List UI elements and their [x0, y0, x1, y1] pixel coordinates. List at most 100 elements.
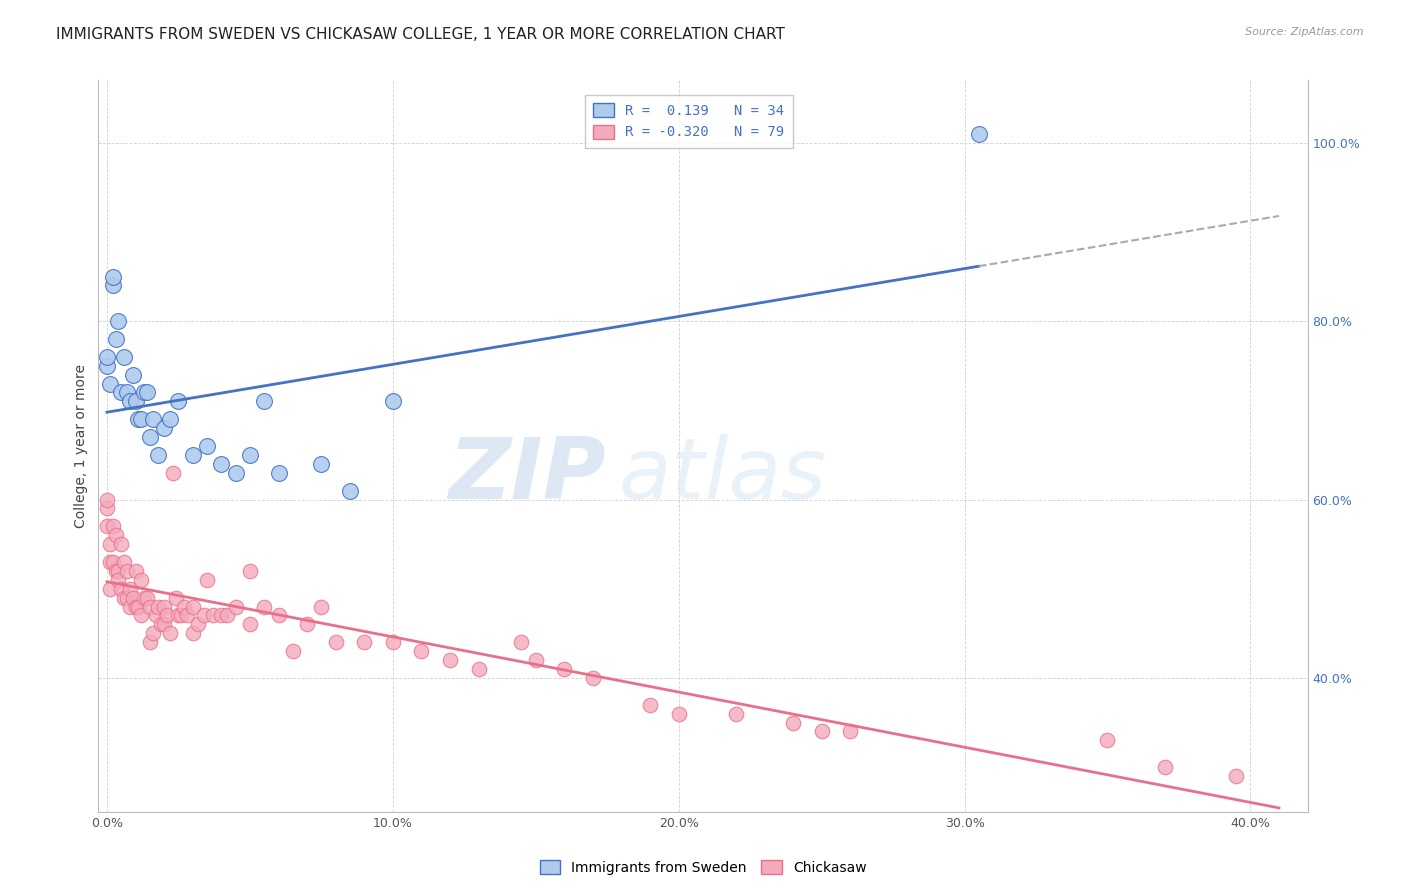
Point — [110, 385, 132, 400]
Point — [170, 608, 193, 623]
Point — [127, 412, 149, 426]
Point — [104, 564, 127, 578]
Point — [839, 724, 862, 739]
Point — [134, 385, 156, 400]
Point — [181, 626, 204, 640]
Point — [159, 626, 181, 640]
Text: IMMIGRANTS FROM SWEDEN VS CHICKASAW COLLEGE, 1 YEAR OR MORE CORRELATION CHART: IMMIGRANTS FROM SWEDEN VS CHICKASAW COLL… — [56, 27, 785, 42]
Point — [107, 314, 129, 328]
Point — [98, 376, 121, 391]
Point — [1097, 733, 1119, 747]
Point — [107, 573, 129, 587]
Point — [524, 653, 547, 667]
Point — [112, 555, 135, 569]
Point — [118, 394, 141, 409]
Point — [129, 412, 152, 426]
Point — [110, 582, 132, 596]
Point — [104, 528, 127, 542]
Point — [193, 608, 215, 623]
Point — [782, 715, 804, 730]
Point — [139, 599, 162, 614]
Point — [101, 269, 124, 284]
Point — [96, 350, 118, 364]
Point — [173, 599, 195, 614]
Point — [967, 127, 990, 141]
Point — [156, 608, 179, 623]
Point — [136, 591, 159, 605]
Point — [115, 591, 138, 605]
Point — [810, 724, 832, 739]
Point — [121, 368, 143, 382]
Point — [253, 599, 276, 614]
Point — [98, 555, 121, 569]
Point — [638, 698, 661, 712]
Point — [225, 466, 247, 480]
Point — [209, 608, 232, 623]
Point — [115, 385, 138, 400]
Point — [104, 332, 127, 346]
Point — [98, 582, 121, 596]
Point — [215, 608, 238, 623]
Point — [201, 608, 224, 623]
Point — [101, 555, 124, 569]
Point — [136, 385, 159, 400]
Point — [181, 599, 204, 614]
Point — [167, 394, 190, 409]
Point — [129, 608, 152, 623]
Point — [411, 644, 433, 658]
Point — [187, 617, 209, 632]
Point — [225, 599, 247, 614]
Point — [510, 635, 533, 649]
Point — [115, 564, 138, 578]
Point — [239, 617, 262, 632]
Point — [167, 608, 190, 623]
Point — [112, 350, 135, 364]
Point — [1225, 769, 1247, 783]
Point — [139, 430, 162, 444]
Point — [124, 564, 146, 578]
Point — [181, 448, 204, 462]
Point — [381, 394, 404, 409]
Point — [159, 412, 181, 426]
Point — [467, 662, 489, 676]
Point — [110, 537, 132, 551]
Point — [353, 635, 375, 649]
Text: ZIP: ZIP — [449, 434, 606, 516]
Point — [195, 573, 218, 587]
Point — [295, 617, 318, 632]
Point — [1153, 760, 1175, 774]
Point — [553, 662, 575, 676]
Point — [150, 617, 173, 632]
Point — [96, 501, 118, 516]
Point — [724, 706, 747, 721]
Point — [98, 537, 121, 551]
Legend: R =  0.139   N = 34, R = -0.320   N = 79: R = 0.139 N = 34, R = -0.320 N = 79 — [585, 95, 793, 148]
Point — [142, 412, 165, 426]
Point — [209, 457, 232, 471]
Point — [107, 564, 129, 578]
Point — [96, 519, 118, 533]
Point — [118, 599, 141, 614]
Point — [311, 457, 333, 471]
Text: Source: ZipAtlas.com: Source: ZipAtlas.com — [1246, 27, 1364, 37]
Point — [311, 599, 333, 614]
Point — [162, 466, 184, 480]
Point — [96, 492, 118, 507]
Point — [153, 617, 176, 632]
Point — [118, 582, 141, 596]
Point — [124, 599, 146, 614]
Point — [239, 448, 262, 462]
Point — [281, 644, 304, 658]
Point — [165, 591, 187, 605]
Point — [101, 519, 124, 533]
Legend: Immigrants from Sweden, Chickasaw: Immigrants from Sweden, Chickasaw — [534, 855, 872, 880]
Point — [121, 591, 143, 605]
Point — [142, 626, 165, 640]
Y-axis label: College, 1 year or more: College, 1 year or more — [75, 364, 89, 528]
Point — [124, 394, 146, 409]
Point — [153, 599, 176, 614]
Point — [267, 608, 290, 623]
Point — [127, 599, 149, 614]
Point — [145, 608, 167, 623]
Point — [129, 573, 152, 587]
